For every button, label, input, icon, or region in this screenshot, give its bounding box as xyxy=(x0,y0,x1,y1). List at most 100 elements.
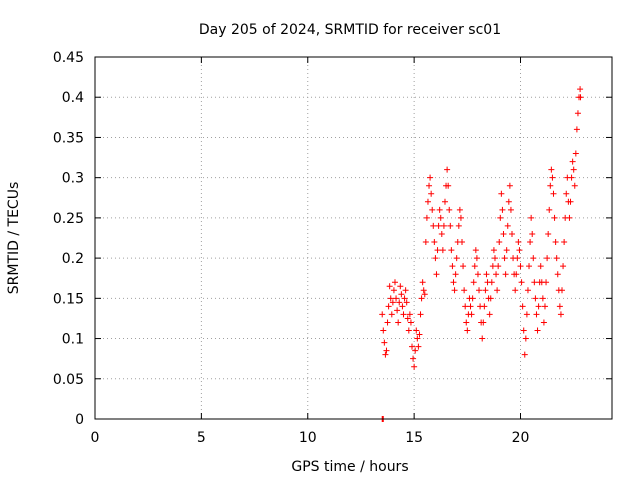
data-point xyxy=(453,255,460,262)
data-point xyxy=(468,311,475,318)
chart-title: Day 205 of 2024, SRMTID for receiver sc0… xyxy=(199,22,501,38)
data-point xyxy=(559,287,566,294)
data-point xyxy=(440,222,447,229)
data-point xyxy=(572,150,579,157)
y-tick-label: 0.15 xyxy=(53,291,84,307)
data-point xyxy=(467,303,474,310)
data-point xyxy=(457,214,464,221)
y-tick-label: 0.05 xyxy=(53,372,84,388)
data-point xyxy=(524,287,531,294)
data-point xyxy=(445,182,452,189)
data-point xyxy=(547,182,554,189)
data-point xyxy=(424,198,431,205)
data-point xyxy=(577,86,584,93)
tick-labels: 0 5 10 15 20 0 0.05 0.1 0.15 0.2 0.25 0.3 0.35 0.4 0.4… xyxy=(53,50,530,446)
data-point xyxy=(517,263,524,270)
data-point xyxy=(544,255,551,262)
data-point xyxy=(438,230,445,237)
data-point xyxy=(549,174,556,181)
data-point xyxy=(428,190,435,197)
data-point xyxy=(437,214,444,221)
data-point xyxy=(520,327,527,334)
data-point xyxy=(434,247,441,254)
data-point xyxy=(566,214,573,221)
data-point xyxy=(435,222,442,229)
data-point xyxy=(570,166,577,173)
data-point xyxy=(429,206,436,213)
data-point xyxy=(486,311,493,318)
data-point xyxy=(531,279,538,286)
data-point xyxy=(470,279,477,286)
data-point xyxy=(501,255,508,262)
data-point xyxy=(498,190,505,197)
data-point xyxy=(563,190,570,197)
data-point xyxy=(382,351,389,358)
data-point xyxy=(447,222,454,229)
data-point xyxy=(512,287,519,294)
x-tick-label: 15 xyxy=(405,430,423,446)
data-point xyxy=(518,279,525,286)
data-point xyxy=(545,230,552,237)
data-point xyxy=(523,311,530,318)
data-point xyxy=(383,347,390,354)
data-points xyxy=(379,86,584,422)
y-tick-label: 0.4 xyxy=(62,90,84,106)
data-point xyxy=(537,263,544,270)
data-point xyxy=(450,279,457,286)
data-point xyxy=(541,303,548,310)
y-axis-label: SRMTID / TECUs xyxy=(6,182,22,295)
data-point xyxy=(499,206,506,213)
data-point xyxy=(406,311,413,318)
data-point xyxy=(494,287,501,294)
data-point xyxy=(476,287,483,294)
data-point xyxy=(488,279,495,286)
data-point xyxy=(396,299,403,306)
data-point xyxy=(552,239,559,246)
data-point xyxy=(553,255,560,262)
data-point xyxy=(430,222,437,229)
data-point xyxy=(481,303,488,310)
data-point xyxy=(463,319,470,326)
data-point xyxy=(436,206,443,213)
data-point xyxy=(423,214,430,221)
data-point xyxy=(506,182,513,189)
data-point xyxy=(505,198,512,205)
data-point xyxy=(432,255,439,262)
data-point xyxy=(527,239,534,246)
data-point xyxy=(439,247,446,254)
plot-frame xyxy=(94,56,613,420)
data-point xyxy=(400,311,407,318)
data-point xyxy=(491,255,498,262)
data-point xyxy=(389,299,396,306)
data-point xyxy=(387,295,394,302)
data-point xyxy=(426,182,433,189)
data-point xyxy=(384,319,391,326)
data-point xyxy=(402,287,409,294)
data-point xyxy=(395,319,402,326)
data-point xyxy=(490,247,497,254)
data-point xyxy=(577,94,584,101)
data-point xyxy=(521,351,528,358)
data-point xyxy=(410,355,417,362)
grid-lines xyxy=(95,57,612,419)
data-point xyxy=(471,263,478,270)
data-point xyxy=(528,214,535,221)
data-point xyxy=(569,158,576,165)
data-point xyxy=(420,287,427,294)
x-axis-label: GPS time / hours xyxy=(291,459,408,475)
data-point xyxy=(487,295,494,302)
data-point xyxy=(496,239,503,246)
data-point xyxy=(379,311,386,318)
data-point xyxy=(513,271,520,278)
y-tick-label: 0 xyxy=(75,412,84,428)
data-point xyxy=(441,198,448,205)
data-point xyxy=(574,110,581,117)
y-tick-label: 0.25 xyxy=(53,211,84,227)
data-point xyxy=(504,222,511,229)
data-point xyxy=(448,247,455,254)
data-point xyxy=(551,214,558,221)
y-tick-label: 0.2 xyxy=(62,251,84,267)
data-point xyxy=(556,303,563,310)
data-point xyxy=(480,319,487,326)
